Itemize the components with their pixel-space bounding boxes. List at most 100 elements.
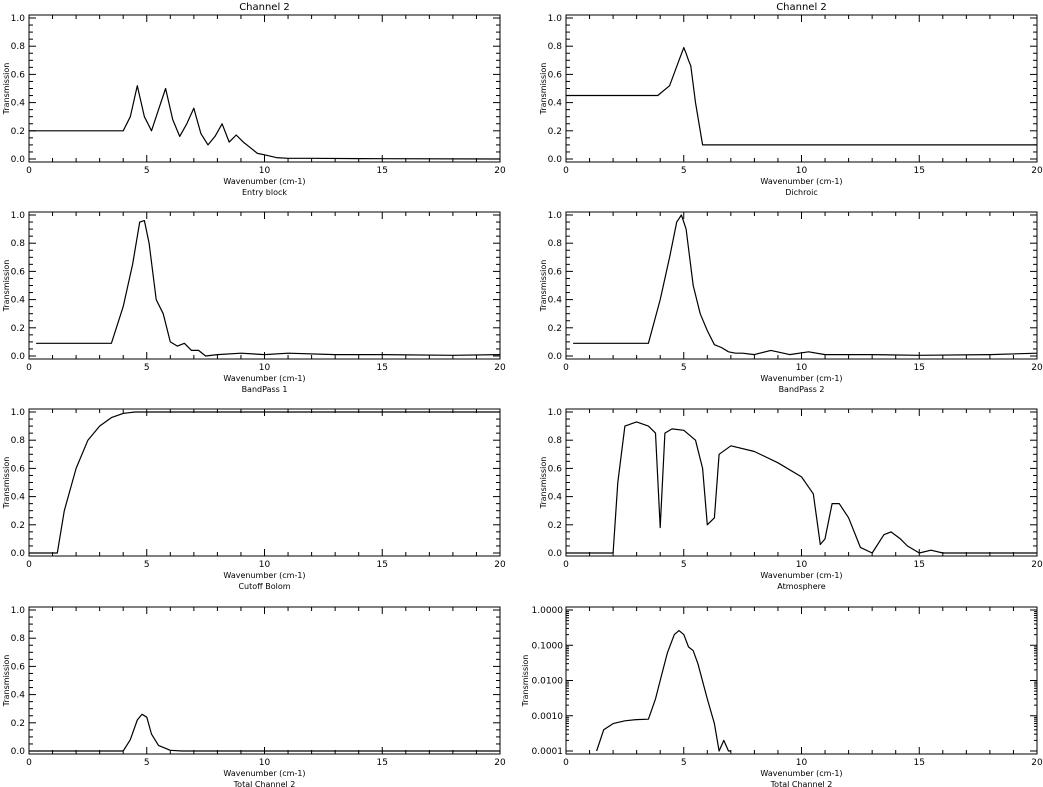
series-line-1	[573, 214, 1038, 356]
y-tick-label: 0.6	[11, 662, 26, 672]
x-axis-label: Wavenumber (cm-1)	[760, 177, 842, 186]
x-tick-label: 20	[1031, 363, 1043, 373]
y-tick-label: 1.0	[11, 14, 26, 24]
y-tick-label: 0.2	[11, 324, 25, 334]
y-axis-label: Transmission	[2, 457, 11, 510]
y-tick-label: 0.8	[11, 239, 26, 249]
y-tick-label: 1.0	[11, 408, 26, 418]
x-tick-label: 20	[1031, 758, 1043, 768]
y-tick-label: 1.0000	[532, 606, 564, 616]
series-line-1	[566, 46, 1037, 146]
y-tick-label: 0.2	[548, 521, 562, 531]
x-tick-label: 10	[796, 363, 808, 373]
plot-frame	[28, 408, 501, 557]
y-tick-label: 0.0001	[532, 747, 564, 757]
y-axis-label: Transmission	[539, 63, 548, 116]
y-tick-label: 0.8	[548, 436, 563, 446]
y-tick-label: 0.4	[548, 296, 563, 306]
y-tick-label: 0.4	[11, 99, 26, 109]
chart-panel-4: 0 5 10 15 20 0.0 0.2 0.4 0.6 0.8 1.0 Wavenumber (cm…	[539, 211, 1043, 394]
series-line-1	[29, 85, 501, 160]
x-tick-label: 10	[259, 166, 271, 176]
panel-caption: Atmosphere	[777, 582, 826, 591]
x-tick-label: 15	[377, 758, 388, 768]
panel-caption: BandPass 2	[779, 385, 825, 394]
y-tick-label: 0.2	[11, 521, 25, 531]
x-tick-label: 15	[914, 363, 925, 373]
plot-frame	[565, 14, 1038, 163]
y-axis-label: Transmission	[2, 655, 11, 708]
series-line-1	[596, 629, 731, 752]
panel-caption: BandPass 1	[242, 385, 288, 394]
x-tick-label: 20	[494, 363, 506, 373]
x-tick-label: 20	[1031, 560, 1043, 570]
x-tick-label: 0	[563, 363, 569, 373]
y-tick-label: 0.4	[11, 296, 26, 306]
x-tick-label: 5	[681, 560, 687, 570]
x-tick-label: 10	[259, 560, 271, 570]
y-tick-label: 0.4	[11, 493, 26, 503]
chart-panel-6: 0 5 10 15 20 0.0 0.2 0.4 0.6 0.8 1.0 Wavenumber (cm…	[539, 408, 1043, 591]
y-tick-label: 0.8	[548, 239, 563, 249]
chart-panel-1: Channel 2 0 5 10 15 20 0.0 0.2 0.4 0.6 0.8 1.0 Waven…	[2, 2, 506, 197]
x-tick-label: 0	[26, 166, 32, 176]
x-axis-label: Wavenumber (cm-1)	[223, 571, 305, 580]
y-tick-label: 0.8	[11, 42, 26, 52]
x-tick-label: 5	[681, 758, 687, 768]
y-axis-label: Transmission	[521, 655, 530, 708]
x-tick-label: 5	[144, 166, 150, 176]
y-tick-label: 0.2	[11, 719, 25, 729]
y-tick-label: 0.6	[11, 464, 26, 474]
plot-frame	[28, 14, 501, 163]
y-tick-label: 0.0	[548, 155, 563, 165]
x-tick-label: 15	[914, 166, 925, 176]
y-tick-label: 0.0	[11, 747, 26, 757]
plot-frame	[28, 211, 501, 360]
plot-frame	[565, 408, 1038, 557]
chart-panel-5: 0 5 10 15 20 0.0 0.2 0.4 0.6 0.8 1.0 Wavenumber (cm…	[2, 408, 506, 591]
chart-title: Channel 2	[239, 2, 290, 13]
y-tick-label: 0.0010	[532, 712, 564, 722]
y-tick-label: 0.0100	[532, 677, 564, 687]
plot-frame	[565, 606, 1038, 755]
x-axis-label: Wavenumber (cm-1)	[760, 374, 842, 383]
chart-panel-7: 0 5 10 15 20 0.0 0.2 0.4 0.6 0.8 1.0 Wavenumber (cm…	[2, 606, 506, 787]
y-tick-label: 0.6	[11, 267, 26, 277]
x-tick-label: 0	[26, 758, 32, 768]
series-line-1	[29, 411, 500, 554]
x-tick-label: 15	[914, 758, 925, 768]
panel-caption: Total Channel 2	[770, 780, 833, 787]
x-tick-label: 10	[796, 166, 808, 176]
chart-panel-2: Channel 2 0 5 10 15 20 0.0 0.2 0.4 0.6 0.8 1.0 Waven…	[539, 2, 1043, 197]
x-tick-label: 0	[563, 758, 569, 768]
x-tick-label: 20	[494, 758, 506, 768]
x-tick-label: 20	[1031, 166, 1043, 176]
y-tick-label: 0.0	[548, 352, 563, 362]
series-line-1	[566, 421, 1037, 554]
y-tick-label: 0.6	[548, 267, 563, 277]
x-tick-label: 0	[563, 560, 569, 570]
x-axis-label: Wavenumber (cm-1)	[223, 769, 305, 778]
x-tick-label: 5	[681, 363, 687, 373]
chart-title: Channel 2	[776, 2, 827, 13]
y-tick-label: 0.6	[548, 464, 563, 474]
y-tick-label: 0.6	[548, 70, 563, 80]
x-axis-label: Wavenumber (cm-1)	[223, 374, 305, 383]
plot-frame	[28, 606, 501, 755]
x-tick-label: 0	[563, 166, 569, 176]
y-tick-label: 0.2	[548, 324, 562, 334]
x-axis-label: Wavenumber (cm-1)	[760, 769, 842, 778]
x-axis-label: Wavenumber (cm-1)	[223, 177, 305, 186]
y-tick-label: 0.6	[11, 70, 26, 80]
y-axis-label: Transmission	[539, 457, 548, 510]
y-axis-label: Transmission	[539, 260, 548, 313]
y-tick-label: 1.0	[548, 211, 563, 221]
plot-frame	[565, 211, 1038, 360]
x-tick-label: 0	[26, 560, 32, 570]
x-tick-label: 20	[494, 560, 506, 570]
y-tick-label: 0.8	[548, 42, 563, 52]
y-tick-label: 0.0	[11, 155, 26, 165]
x-tick-label: 15	[377, 560, 388, 570]
x-tick-label: 15	[377, 166, 388, 176]
series-line-1	[36, 220, 501, 357]
